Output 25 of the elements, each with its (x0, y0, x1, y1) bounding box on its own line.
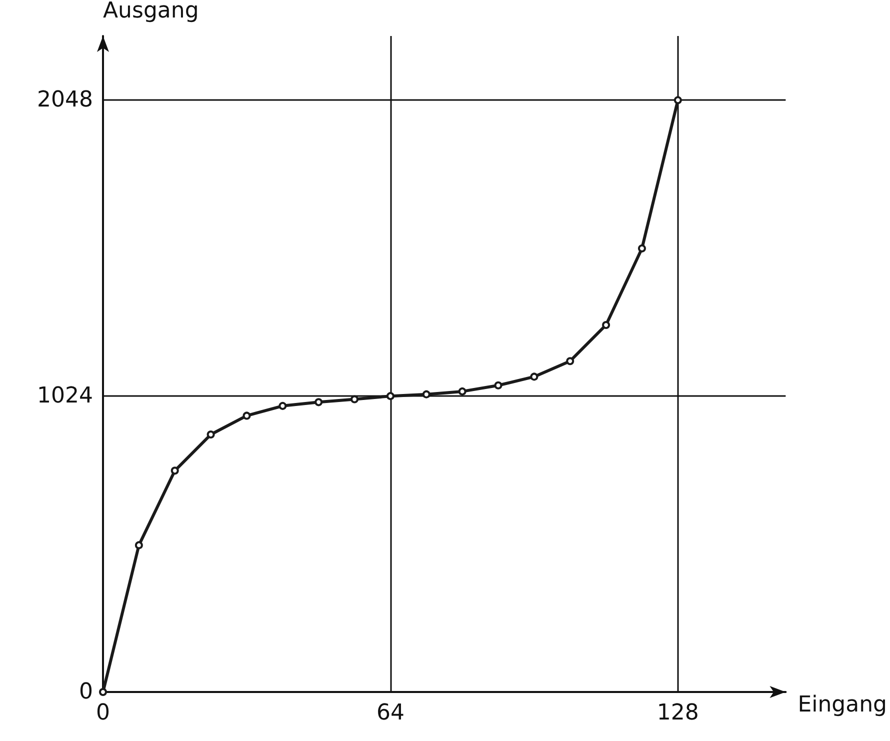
y-tick-label: 1024 (37, 384, 93, 409)
point (242, 412, 251, 420)
x-axis-title: Eingang (798, 692, 887, 718)
point (674, 96, 682, 104)
point (566, 357, 574, 366)
y-tick-label: 2048 (37, 88, 93, 113)
y-tick-label: 0 (79, 680, 93, 704)
x-tick-label: 128 (656, 700, 699, 726)
point (99, 688, 107, 696)
y-axis-title: Ausgang (103, 0, 199, 24)
point (278, 402, 287, 410)
point (422, 390, 430, 398)
point (386, 392, 394, 400)
point (170, 466, 179, 475)
point (350, 395, 359, 404)
point (602, 320, 610, 329)
point (314, 398, 323, 406)
x-tick-label: 64 (376, 700, 404, 726)
x-tick-label: 0 (96, 700, 110, 726)
point (458, 387, 466, 396)
point (530, 372, 538, 381)
point (206, 430, 215, 439)
point (638, 244, 646, 252)
point (134, 541, 143, 550)
point (494, 381, 502, 390)
